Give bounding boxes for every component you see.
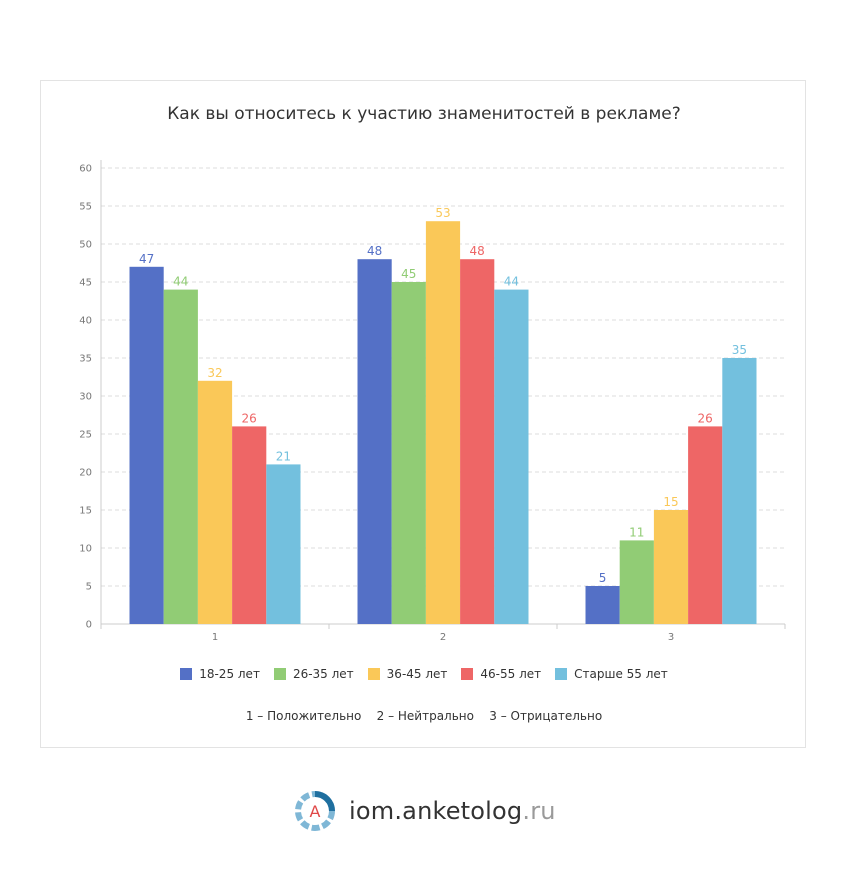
data-label: 48: [470, 244, 485, 258]
legend-item[interactable]: 46-55 лет: [461, 667, 541, 681]
data-label: 47: [139, 252, 154, 266]
data-label: 44: [504, 275, 519, 289]
y-tick-label: 15: [79, 506, 92, 517]
bar: [391, 282, 426, 624]
bar: [197, 380, 233, 624]
y-tick-label: 10: [79, 544, 92, 555]
legend-swatch: [367, 668, 380, 680]
chart-title: Как вы относитесь к участию знаменитосте…: [167, 104, 681, 124]
bar: [722, 358, 757, 624]
y-tick-label: 30: [79, 392, 92, 403]
y-tick-label: 60: [79, 164, 92, 175]
bar: [425, 221, 461, 624]
anketolog-logo-icon: A: [295, 791, 335, 831]
bar: [653, 510, 689, 624]
bar: [129, 266, 164, 624]
legend-swatch: [180, 668, 193, 680]
data-label: 11: [629, 525, 644, 539]
bar: [232, 426, 267, 624]
y-tick-label: 50: [79, 240, 92, 251]
data-label: 26: [242, 411, 257, 425]
data-label: 53: [435, 206, 450, 220]
data-label: 5: [599, 571, 607, 585]
y-tick-label: 55: [79, 202, 92, 213]
bar-chart: 0510152025303540455055604744322621148455…: [79, 160, 786, 643]
legend-swatch: [461, 668, 474, 680]
brand-name: iom.anketolog.ru: [349, 797, 556, 825]
bar: [266, 464, 301, 624]
data-label: 45: [401, 267, 416, 281]
y-tick-label: 25: [79, 430, 92, 441]
y-tick-label: 0: [86, 620, 92, 631]
y-tick-label: 40: [79, 316, 92, 327]
brand-name-main: iom.anketolog: [349, 797, 523, 825]
bar: [494, 289, 529, 624]
legend-item[interactable]: 26-35 лет: [273, 667, 354, 681]
data-label: 32: [207, 366, 222, 380]
data-label: 35: [732, 343, 747, 357]
y-tick-label: 5: [86, 582, 92, 593]
legend-swatch: [555, 668, 568, 680]
legend-item[interactable]: 36-45 лет: [367, 667, 448, 681]
x-tick-label: 1: [212, 632, 218, 643]
data-label: 15: [663, 495, 678, 509]
legend-swatch: [273, 668, 286, 680]
legend-label: 26-35 лет: [292, 667, 354, 681]
bar: [585, 586, 620, 624]
data-label: 48: [367, 244, 382, 258]
legend-item[interactable]: Старше 55 лет: [555, 667, 668, 681]
data-label: 26: [698, 411, 713, 425]
category-footnote: 1 – Положительно 2 – Нейтрально 3 – Отри…: [245, 709, 603, 723]
y-tick-label: 20: [79, 468, 92, 479]
y-tick-label: 35: [79, 354, 92, 365]
brand-tld: .ru: [522, 797, 556, 825]
bar: [460, 259, 495, 624]
data-label: 21: [276, 449, 291, 463]
bar: [357, 259, 392, 624]
legend-item[interactable]: 18-25 лет: [180, 667, 260, 681]
bar: [688, 426, 723, 624]
legend-label: 36-45 лет: [386, 667, 448, 681]
legend-label: 46-55 лет: [480, 667, 542, 681]
legend-label: Старше 55 лет: [574, 667, 668, 681]
chart-legend: 18-25 лет 26-35 лет 36-45 лет 46-55 лет Стар…: [0, 667, 848, 681]
data-label: 44: [173, 275, 188, 289]
legend-label: 18-25 лет: [199, 667, 260, 681]
y-tick-label: 45: [79, 278, 92, 289]
bar: [163, 289, 198, 624]
bar: [619, 540, 654, 624]
brand-logo[interactable]: A iom.anketolog.ru: [293, 788, 556, 834]
x-tick-label: 3: [668, 632, 674, 643]
logo-letter: A: [310, 802, 321, 821]
x-tick-label: 2: [440, 632, 446, 643]
